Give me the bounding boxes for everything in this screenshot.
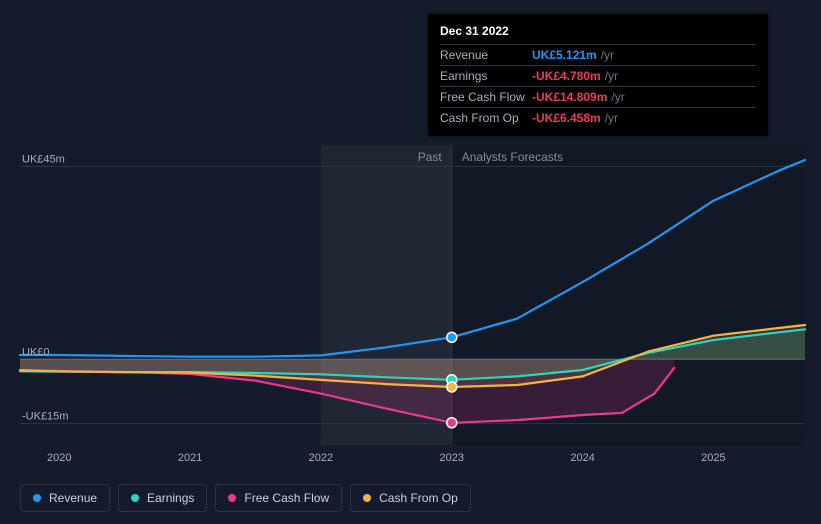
legend-dot-icon xyxy=(33,494,41,502)
legend-label: Earnings xyxy=(147,491,194,505)
tooltip-metric-value: -UK£4.780m xyxy=(532,69,601,83)
tooltip-row: Cash From Op-UK£6.458m/yr xyxy=(440,107,756,128)
tooltip-metric-unit: /yr xyxy=(605,69,618,83)
tooltip-row: Free Cash Flow-UK£14.809m/yr xyxy=(440,86,756,107)
legend-label: Revenue xyxy=(49,491,97,505)
tooltip-metric-value: -UK£14.809m xyxy=(532,90,607,104)
svg-text:2023: 2023 xyxy=(440,452,464,464)
tooltip-metric-label: Revenue xyxy=(440,48,532,62)
tooltip-metric-unit: /yr xyxy=(611,90,624,104)
financials-chart: 2020 2021 2022 2023 2024 2025 UK£45m UK£0 -UK£15… xyxy=(0,0,821,524)
chart-legend: Revenue Earnings Free Cash Flow Cash From O… xyxy=(20,484,471,512)
tooltip-metric-unit: /yr xyxy=(601,48,614,62)
tooltip-metric-label: Cash From Op xyxy=(440,111,532,125)
legend-label: Free Cash Flow xyxy=(244,491,329,505)
legend-item-fcf[interactable]: Free Cash Flow xyxy=(215,484,342,512)
legend-dot-icon xyxy=(363,494,371,502)
svg-text:-UK£15m: -UK£15m xyxy=(22,411,68,423)
svg-text:2020: 2020 xyxy=(47,452,71,464)
tooltip-metric-unit: /yr xyxy=(605,111,618,125)
svg-text:2025: 2025 xyxy=(701,452,725,464)
legend-item-revenue[interactable]: Revenue xyxy=(20,484,110,512)
tooltip-row: Earnings-UK£4.780m/yr xyxy=(440,65,756,86)
past-section-label: Past xyxy=(418,150,442,164)
legend-label: Cash From Op xyxy=(379,491,458,505)
tooltip-metric-value: -UK£6.458m xyxy=(532,111,601,125)
forecast-section-label: Analysts Forecasts xyxy=(462,150,563,164)
tooltip-row: RevenueUK£5.121m/yr xyxy=(440,44,756,65)
legend-item-earnings[interactable]: Earnings xyxy=(118,484,207,512)
legend-dot-icon xyxy=(228,494,236,502)
svg-text:2022: 2022 xyxy=(309,452,333,464)
legend-item-cfo[interactable]: Cash From Op xyxy=(350,484,471,512)
tooltip-metric-value: UK£5.121m xyxy=(532,48,597,62)
legend-dot-icon xyxy=(131,494,139,502)
tooltip-date: Dec 31 2022 xyxy=(440,20,756,44)
svg-text:UK£0: UK£0 xyxy=(22,346,50,358)
tooltip-metric-label: Free Cash Flow xyxy=(440,90,532,104)
svg-text:UK£45m: UK£45m xyxy=(22,153,65,165)
svg-text:2021: 2021 xyxy=(178,452,202,464)
chart-tooltip: Dec 31 2022 RevenueUK£5.121m/yrEarnings-… xyxy=(428,14,768,136)
svg-text:2024: 2024 xyxy=(570,452,594,464)
tooltip-metric-label: Earnings xyxy=(440,69,532,83)
